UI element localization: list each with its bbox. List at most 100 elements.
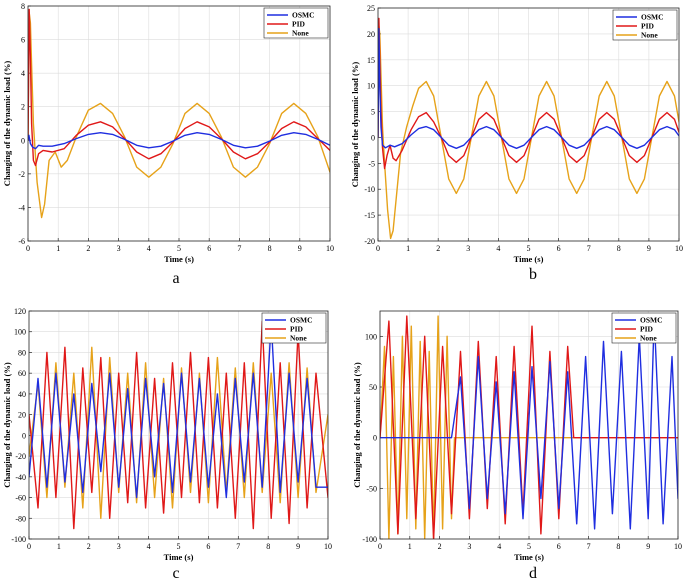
x-tick-label: 0	[26, 244, 30, 253]
legend-label-pid: PID	[290, 325, 304, 334]
x-tick-label: 0	[27, 542, 31, 551]
x-tick-label: 10	[324, 542, 332, 551]
x-tick-label: 9	[647, 244, 651, 253]
series-line-pid	[378, 17, 679, 170]
legend-label-none: None	[641, 31, 658, 40]
y-tick-label: 5	[371, 108, 375, 117]
x-tick-label: 2	[438, 542, 442, 551]
y-tick-label: -2	[18, 170, 25, 179]
y-tick-label: -20	[364, 237, 375, 246]
x-tick-label: 9	[296, 542, 300, 551]
y-axis-label: Changing of the dynamic load (%)	[2, 362, 12, 488]
x-tick-label: 1	[57, 542, 61, 551]
x-tick-label: 7	[237, 244, 241, 253]
x-tick-label: 10	[675, 244, 683, 253]
x-tick-label: 6	[207, 244, 211, 253]
x-tick-label: 9	[646, 542, 650, 551]
y-tick-label: 100	[14, 328, 26, 337]
x-tick-label: 8	[268, 244, 272, 253]
y-tick-label: 2	[21, 103, 25, 112]
x-tick-label: 2	[436, 244, 440, 253]
chart-panel-c: 0 1 2 3 4 5 6 7 8 9 10 -100 -80 -60 -40 -20 0 20 40 60 80 100…	[2, 307, 332, 581]
y-tick-label: 20	[367, 30, 375, 39]
x-tick-label: 6	[557, 244, 561, 253]
legend-label-osmc: OSMC	[640, 316, 663, 325]
x-tick-label: 2	[87, 542, 91, 551]
y-tick-label: -100	[362, 535, 377, 544]
panel-label: c	[172, 565, 179, 581]
x-tick-label: 3	[466, 244, 470, 253]
y-tick-label: 20	[18, 411, 26, 420]
x-tick-label: 4	[496, 244, 500, 253]
legend-label-none: None	[292, 29, 309, 38]
series-line-osmc	[28, 131, 330, 150]
y-tick-label: -50	[366, 484, 377, 493]
y-tick-label: 25	[367, 4, 375, 13]
y-tick-label: 40	[18, 390, 26, 399]
y-axis-label: Changing of the dynamic load (%)	[352, 362, 362, 488]
x-tick-label: 8	[266, 542, 270, 551]
x-tick-label: 5	[177, 244, 181, 253]
x-tick-label: 4	[147, 244, 151, 253]
y-tick-label: 15	[367, 56, 375, 65]
x-tick-label: 1	[408, 542, 412, 551]
legend-label-none: None	[640, 334, 657, 343]
legend-label-osmc: OSMC	[290, 316, 313, 325]
panel-label: d	[529, 565, 537, 581]
legend-label-pid: PID	[640, 325, 654, 334]
y-tick-label: 60	[18, 369, 26, 378]
x-tick-label: 5	[527, 542, 531, 551]
chart-panel-b: 0 1 2 3 4 5 6 7 8 9 10 -20 -15 -10 -5 0 5 10 15 20 25 OSMCPID…	[350, 4, 683, 283]
y-tick-label: 100	[365, 332, 377, 341]
legend-label-osmc: OSMC	[641, 13, 664, 22]
y-tick-label: 8	[21, 2, 25, 11]
x-tick-label: 9	[298, 244, 302, 253]
y-tick-label: 120	[14, 307, 26, 316]
series-line-none	[380, 315, 678, 539]
x-tick-label: 8	[617, 244, 621, 253]
panel-label: a	[172, 270, 179, 287]
y-tick-label: 10	[367, 82, 375, 91]
x-tick-label: 3	[117, 244, 121, 253]
y-tick-label: -4	[18, 203, 25, 212]
series-line-osmc	[380, 315, 678, 530]
x-tick-label: 0	[378, 542, 382, 551]
panel-label: b	[529, 266, 537, 283]
y-axis-label: Changing of the dynamic load (%)	[2, 61, 12, 187]
series-line-pid	[28, 8, 330, 167]
legend-label-pid: PID	[641, 22, 655, 31]
x-tick-label: 7	[587, 542, 591, 551]
y-axis-label: Changing of the dynamic load (%)	[350, 62, 360, 188]
plot-frame	[27, 5, 331, 242]
plot-frame	[28, 310, 329, 540]
x-tick-label: 6	[206, 542, 210, 551]
y-tick-label: -5	[368, 159, 375, 168]
x-tick-label: 7	[236, 542, 240, 551]
x-axis-label: Time (s)	[514, 254, 544, 264]
y-tick-label: 4	[21, 69, 25, 78]
x-tick-label: 10	[674, 542, 682, 551]
series-line-osmc	[29, 320, 328, 499]
y-tick-label: 50	[369, 383, 377, 392]
y-tick-label: -6	[18, 237, 25, 246]
x-tick-label: 3	[117, 542, 121, 551]
x-tick-label: 5	[177, 542, 181, 551]
y-tick-label: -20	[15, 452, 26, 461]
x-tick-label: 8	[616, 542, 620, 551]
legend-label-none: None	[290, 334, 307, 343]
plot-frame	[379, 310, 679, 540]
x-axis-label: Time (s)	[164, 254, 194, 264]
y-tick-label: 80	[18, 348, 26, 357]
y-tick-label: 0	[373, 434, 377, 443]
x-tick-label: 4	[497, 542, 501, 551]
x-tick-label: 0	[376, 244, 380, 253]
legend-label-pid: PID	[292, 20, 306, 29]
x-tick-label: 5	[527, 244, 531, 253]
y-tick-label: -100	[11, 535, 26, 544]
y-tick-label: -15	[364, 211, 375, 220]
x-axis-label: Time (s)	[164, 552, 194, 562]
